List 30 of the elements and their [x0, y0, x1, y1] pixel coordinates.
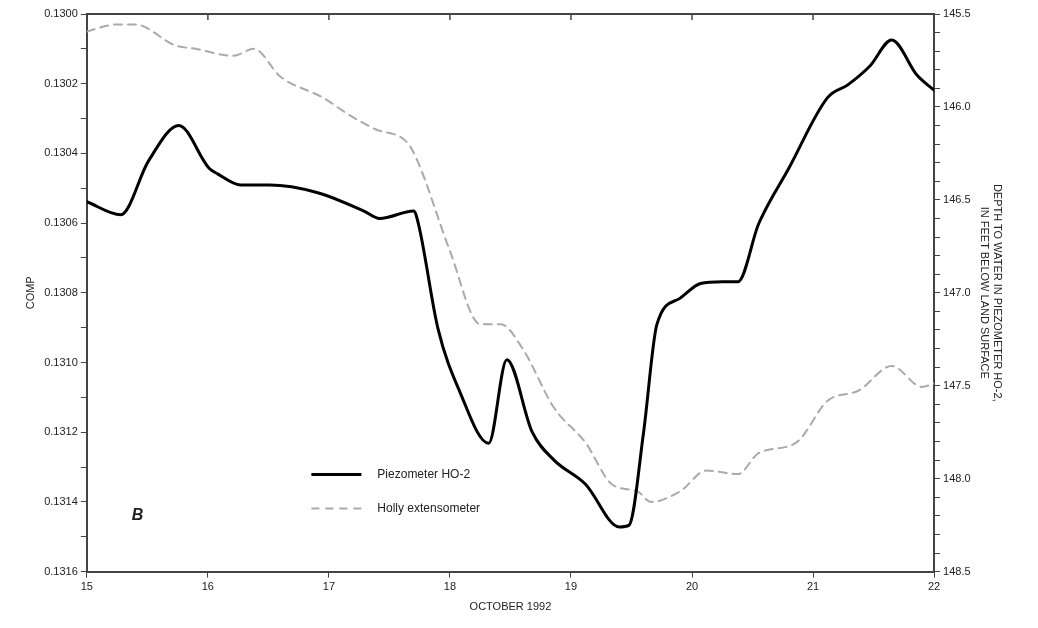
x-tick-label: 18: [443, 580, 457, 593]
y2-tick-label: 147.5: [943, 378, 971, 391]
y-tick-label: 0.1314: [44, 494, 78, 507]
y-tick-label: 0.1308: [44, 285, 78, 298]
y2-tick-label: 147.0: [943, 285, 971, 298]
x-tick-label: 20: [685, 580, 699, 593]
y-tick-label: 0.1304: [44, 146, 78, 159]
y-tick-label: 0.1302: [44, 76, 78, 89]
y-tick-label: 0.1300: [44, 7, 78, 20]
x-tick-label: 21: [806, 580, 820, 593]
x-tick-label: 16: [201, 580, 214, 593]
y2-tick-label: 148.5: [943, 564, 971, 577]
y-tick-label: 0.1312: [44, 425, 78, 438]
y2-axis-title: DEPTH TO WATER IN PIEZOMETER HO-2, IN FEET BELOW LAND SURFACE: [979, 183, 1005, 402]
y-tick-label: 0.1316: [44, 564, 78, 577]
y2-tick-label: 148.0: [943, 471, 971, 484]
y-axis-title: COMP: [23, 276, 36, 310]
legend-label: Piezometer HO-2: [377, 466, 471, 481]
y-tick-label: 0.1306: [44, 216, 78, 229]
y-tick-label: 0.1310: [44, 355, 78, 368]
legend-label: Holly extensometer: [377, 500, 481, 515]
y2-tick-label: 146.0: [943, 99, 971, 112]
y2-tick-label: 146.5: [943, 192, 971, 205]
x-axis-title: OCTOBER 1992: [469, 600, 552, 613]
x-tick-label: 17: [322, 580, 336, 593]
x-tick-label: 15: [80, 580, 93, 593]
y2-tick-label: 145.5: [943, 7, 971, 20]
x-tick-label: 22: [927, 580, 941, 593]
x-tick-label: 19: [564, 580, 578, 593]
annotation: B: [131, 506, 144, 524]
